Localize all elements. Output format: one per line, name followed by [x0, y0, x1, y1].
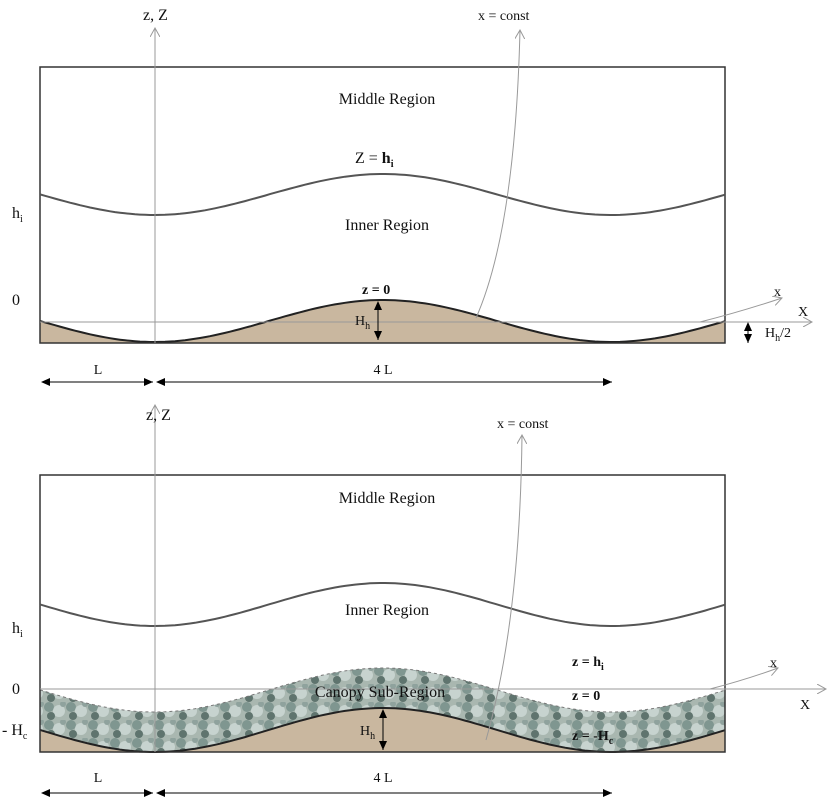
interface-curve — [39, 173, 726, 216]
zero-label: 0 — [12, 681, 20, 698]
axis-label: z, Z — [143, 7, 168, 24]
label-part: c — [609, 736, 614, 747]
length-label: 4 L — [373, 771, 392, 786]
label-part: H — [355, 314, 365, 329]
h-label: hi — [12, 620, 23, 640]
label-part: h — [365, 321, 370, 332]
x-curve — [699, 298, 782, 323]
interface-label: z = hi — [572, 655, 604, 673]
label-part: h — [382, 150, 391, 167]
shapes — [39, 28, 826, 797]
x-curve — [709, 668, 778, 690]
label-part: i — [391, 159, 394, 170]
region-label: Middle Region — [339, 490, 435, 507]
label-part: h — [370, 731, 375, 742]
label-part: h — [12, 205, 20, 222]
label-part: i — [20, 214, 23, 225]
x-label: x — [774, 285, 781, 300]
const-curve — [485, 435, 522, 741]
height-label: Hh — [355, 314, 370, 332]
depth-label: - Hc — [2, 722, 28, 742]
label-part: /2 — [780, 326, 791, 341]
interface-label: Z = hi — [355, 150, 394, 170]
height-label: Hh — [360, 724, 375, 742]
label-part: - H — [2, 722, 23, 739]
half-height-label: Hh/2 — [765, 326, 791, 344]
canopy — [40, 668, 725, 752]
label-part: i — [20, 629, 23, 640]
region-label: Middle Region — [339, 91, 435, 108]
surface-label: z = 0 — [572, 689, 600, 704]
label-part: H — [765, 326, 775, 341]
panel-frame — [39, 474, 726, 753]
label-part: h — [593, 655, 601, 670]
label-part: h — [775, 333, 780, 344]
ground-surface — [39, 299, 726, 343]
label-part: Z = — [355, 150, 382, 167]
length-label: 4 L — [373, 363, 392, 378]
label-part: i — [601, 662, 604, 673]
region-label: Inner Region — [345, 602, 429, 619]
length-label: L — [94, 363, 103, 378]
ground-label: z = -Hc — [572, 729, 614, 747]
const-label: x = const — [478, 9, 530, 24]
x-label: x — [770, 656, 777, 671]
x-label: X — [798, 305, 808, 320]
h-label: hi — [12, 205, 23, 225]
region-label: Inner Region — [345, 217, 429, 234]
region-label: Canopy Sub-Region — [315, 684, 445, 701]
axis-label: z, Z — [146, 407, 171, 424]
length-label: L — [94, 771, 103, 786]
const-curve — [475, 30, 520, 319]
panel-frame — [39, 66, 726, 344]
x-label: X — [800, 698, 810, 713]
label-part: z = — [572, 655, 593, 670]
interface-curve — [39, 582, 726, 627]
label-part: H — [360, 724, 370, 739]
label-part: c — [23, 731, 28, 742]
const-label: x = const — [497, 417, 549, 432]
canopy-top — [39, 667, 726, 713]
label-part: h — [12, 620, 20, 637]
surface-label: z = 0 — [362, 283, 390, 298]
zero-label: 0 — [12, 292, 20, 309]
label-part: z = -H — [572, 729, 609, 744]
